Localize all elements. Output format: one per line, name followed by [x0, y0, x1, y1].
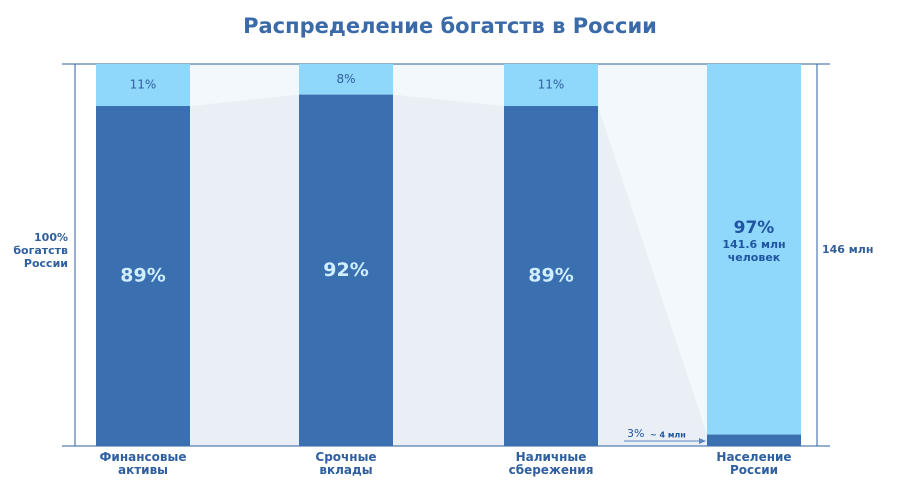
bar-segment	[96, 64, 190, 107]
x-tick-label: Население России	[716, 450, 792, 477]
value-label: 92%	[323, 259, 368, 281]
connector-top	[190, 64, 299, 107]
x-tick-label: Финансовые активы	[99, 450, 187, 477]
value-label: 89%	[528, 265, 573, 287]
annotation: ~ 4 млн	[650, 431, 686, 440]
bar-segment	[504, 64, 598, 107]
bar-segment	[96, 106, 190, 447]
y-axis-label: 100% богатств России	[13, 231, 68, 270]
annotation: человек	[728, 251, 781, 264]
x-tick-label: Наличные сбережения	[508, 450, 594, 477]
connector	[598, 106, 707, 447]
arrow-head	[699, 438, 706, 444]
bar-segment	[504, 106, 598, 447]
value-label: 11%	[130, 78, 157, 92]
chart-title: Распределение богатств в России	[243, 14, 657, 38]
bar-segment	[299, 94, 393, 446]
y2-axis-label: 146 млн	[822, 243, 874, 256]
connector	[190, 94, 299, 446]
connector	[393, 94, 504, 446]
bar-segment	[707, 64, 801, 435]
bar-segment	[299, 64, 393, 95]
value-label: 8%	[336, 72, 355, 86]
value-label: 97%	[734, 218, 775, 238]
bar-segment	[707, 434, 801, 446]
connector-top	[598, 64, 707, 435]
x-tick-label: Срочные вклады	[315, 450, 377, 477]
value-label: 11%	[538, 78, 565, 92]
connector-top	[393, 64, 504, 107]
value-label: 3%	[627, 427, 644, 440]
value-label: 89%	[120, 265, 165, 287]
annotation: 141.6 млн	[722, 238, 785, 251]
